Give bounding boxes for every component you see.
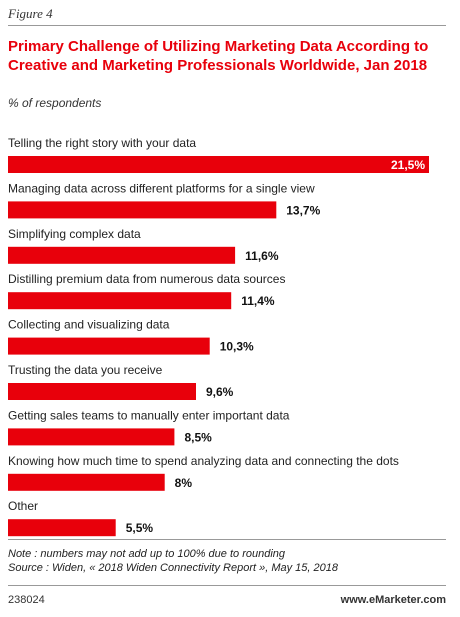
figure-label: Figure 4 <box>8 6 53 21</box>
category-label: Telling the right story with your data <box>8 136 196 150</box>
brand-link[interactable]: www.eMarketer.com <box>340 594 446 606</box>
bar <box>8 428 175 446</box>
value-label: 5,5% <box>126 521 154 535</box>
top-divider <box>8 25 446 26</box>
value-label: 9,6% <box>206 385 234 399</box>
bar-chart: Telling the right story with your data 21… <box>8 136 429 537</box>
category-label: Other <box>8 499 38 513</box>
value-label: 8% <box>175 476 193 490</box>
category-label: Getting sales teams to manually enter im… <box>8 408 290 422</box>
chart-title: Primary Challenge of Utilizing Marketing… <box>8 38 429 74</box>
value-label: 21,5% <box>391 158 425 172</box>
category-label: Trusting the data you receive <box>8 363 163 377</box>
bar <box>8 473 165 491</box>
bar <box>8 383 196 400</box>
category-label: Distilling premium data from numerous da… <box>8 272 285 286</box>
source-note: Source : Widen, « 2018 Widen Connectivit… <box>8 562 338 574</box>
rounding-note: Note : numbers may not add up to 100% du… <box>8 548 286 560</box>
value-label: 10,3% <box>220 340 254 354</box>
value-label: 13,7% <box>286 203 320 217</box>
footer-divider-bottom <box>8 585 446 586</box>
bar <box>8 201 277 219</box>
category-label: Collecting and visualizing data <box>8 318 170 332</box>
bar <box>8 519 116 537</box>
bar <box>8 156 429 173</box>
category-label: Knowing how much time to spend analyzing… <box>8 454 399 468</box>
bar <box>8 292 232 310</box>
footer-divider-top <box>8 539 446 540</box>
value-label: 11,4% <box>241 294 275 308</box>
value-label: 8,5% <box>184 430 212 444</box>
footnote: Note : numbers may not add up to 100% du… <box>8 547 338 575</box>
category-label: Managing data across different platforms… <box>8 181 315 195</box>
value-label: 11,6% <box>245 249 279 263</box>
category-label: Simplifying complex data <box>8 227 141 241</box>
bar <box>8 337 210 355</box>
bar <box>8 246 236 264</box>
chart-id: 238024 <box>8 594 45 606</box>
chart-subtitle: % of respondents <box>8 96 102 110</box>
